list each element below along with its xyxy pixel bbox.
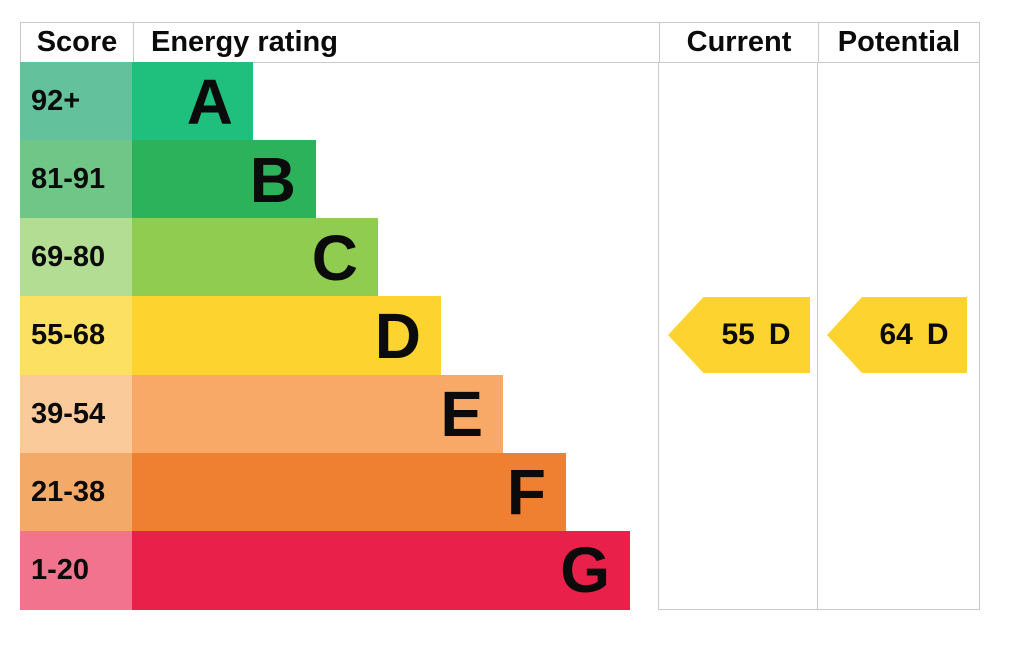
score-range-label-b: 81-91 <box>20 140 132 220</box>
band-bar-d: D <box>132 296 441 376</box>
current-column-header: Current <box>659 23 818 62</box>
band-bar-e: E <box>132 374 503 454</box>
band-letter-d: D <box>374 299 421 372</box>
energy-rating-column-header: Energy rating <box>133 23 659 62</box>
chart-header-row: Score Energy rating Current Potential <box>20 22 980 63</box>
table-bottom-border <box>658 609 980 610</box>
score-range-label-d: 55-68 <box>20 296 132 376</box>
band-letter-c: C <box>311 221 358 294</box>
band-row-f: 21-38 F <box>20 452 980 532</box>
band-letter-f: F <box>506 456 546 529</box>
band-bar-a: A <box>132 62 253 141</box>
band-bar-c: C <box>132 218 378 298</box>
score-range-label-f: 21-38 <box>20 452 132 532</box>
table-right-border <box>979 62 980 610</box>
band-row-e: 39-54 E <box>20 374 980 454</box>
score-range-label-c: 69-80 <box>20 218 132 298</box>
band-letter-g: G <box>560 534 610 607</box>
potential-score-value: 64 <box>879 318 913 351</box>
score-range-label-e: 39-54 <box>20 374 132 454</box>
potential-rating-letter: D <box>926 318 949 351</box>
band-bar-f: F <box>132 452 566 532</box>
column-divider-energy-current <box>658 62 659 610</box>
current-rating-letter: D <box>768 318 791 351</box>
band-bar-g: G <box>132 530 630 610</box>
band-letter-a: A <box>186 65 233 138</box>
band-letter-b: B <box>249 143 296 216</box>
current-rating-arrow: 55 D <box>668 297 810 373</box>
score-column-header: Score <box>36 26 118 58</box>
score-range-label-a: 92+ <box>20 62 132 141</box>
band-row-c: 69-80 C <box>20 218 980 298</box>
band-row-g: 1-20 G <box>20 530 980 610</box>
column-divider-current-potential <box>817 62 818 610</box>
current-score-value: 55 <box>721 318 755 351</box>
band-row-b: 81-91 B <box>20 140 980 220</box>
band-row-d: 55-68 D <box>20 296 980 376</box>
band-letter-e: E <box>440 378 483 451</box>
band-bar-b: B <box>132 140 316 220</box>
score-range-label-g: 1-20 <box>20 530 132 610</box>
potential-column-header: Potential <box>818 23 979 62</box>
band-row-a: 92+ A <box>20 62 980 141</box>
